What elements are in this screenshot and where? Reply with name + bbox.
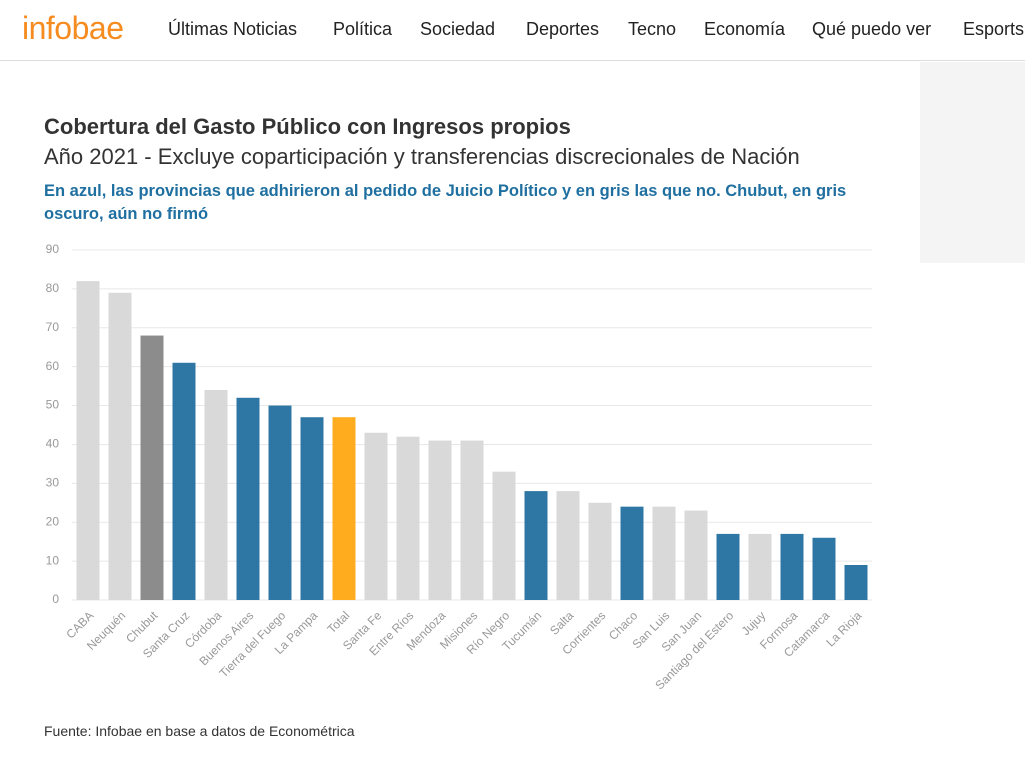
bar [492,471,516,600]
bar [716,533,740,600]
ad-panel [920,62,1025,263]
chart-title: Cobertura del Gasto Público con Ingresos… [44,114,571,139]
bar [364,432,388,600]
bar [172,362,196,600]
bar [428,440,452,600]
bar [748,533,772,600]
nav-item[interactable]: Tecno [628,19,677,39]
y-tick-label: 40 [46,437,60,451]
nav-item[interactable]: Últimas Noticias [168,19,298,39]
bar [684,510,708,600]
bar [236,397,260,600]
bar [812,537,836,600]
annotation: En azul, las provincias que adhirieron a… [44,182,847,223]
bar [300,417,324,600]
bar [460,440,484,600]
y-tick-label: 60 [46,359,60,373]
x-tick-label: La Rioja [823,608,864,649]
bar [524,491,548,600]
y-tick-label: 0 [52,592,59,606]
bar [556,491,580,600]
x-tick-label: Total [325,608,353,636]
bar [140,335,164,600]
bar [620,506,644,600]
chart-subtitle: Año 2021 - Excluye coparticipación y tra… [44,144,800,169]
y-tick-label: 30 [46,476,60,490]
logo[interactable]: infobae [22,10,124,46]
bar [396,436,420,600]
nav-item[interactable]: Esports [963,19,1025,39]
bar [588,502,612,600]
bar [204,390,228,600]
source: Fuente: Infobae en base a datos de Econo… [44,723,355,739]
nav-item[interactable]: Sociedad [420,19,496,39]
y-tick-label: 80 [46,281,60,295]
y-tick-label: 50 [46,398,60,412]
x-tick-label: Salta [547,608,576,637]
bar [332,417,356,600]
y-tick-label: 20 [46,514,60,528]
bar [76,281,100,600]
bar [108,292,132,600]
y-tick-label: 90 [46,242,60,256]
nav-item[interactable]: Qué puedo ver [812,19,932,39]
y-tick-label: 70 [46,320,60,334]
nav-item[interactable]: Política [333,19,393,39]
nav-item[interactable]: Economía [704,19,786,39]
bar [780,533,804,600]
y-tick-label: 10 [46,553,60,567]
bar [268,405,292,600]
bar [652,506,676,600]
nav-item[interactable]: Deportes [526,19,600,39]
bar [844,565,868,600]
header-divider [0,60,1025,61]
